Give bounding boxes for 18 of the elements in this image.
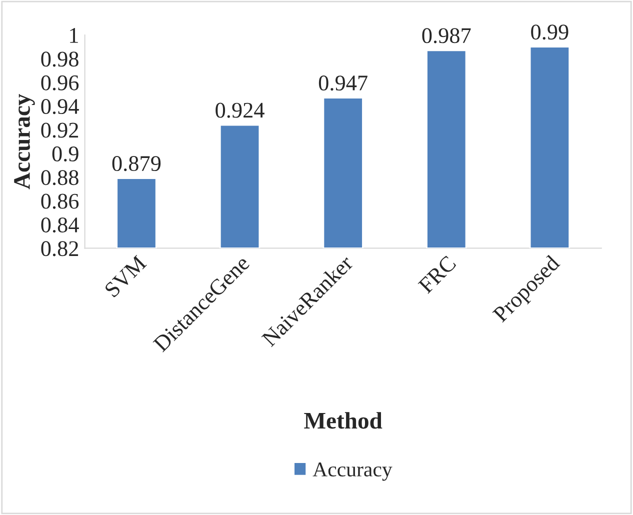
y-tick-label: 0.82 <box>41 241 78 256</box>
y-tick-label: 0.98 <box>41 52 78 67</box>
x-axis-title: Method <box>304 412 382 429</box>
data-label: 0.879 <box>112 156 161 172</box>
y-tick-label: 0.92 <box>41 122 78 138</box>
y-tick-label: 0.86 <box>41 194 79 209</box>
y-tick-label: 0.88 <box>41 170 78 186</box>
y-tick-label: 0.84 <box>41 217 79 233</box>
y-tick-label: 0.94 <box>41 99 79 114</box>
data-label: 0.987 <box>422 28 471 44</box>
y-axis-title: Accuracy <box>14 94 35 190</box>
data-label: 0.924 <box>216 102 264 118</box>
y-tick-label: 0.9 <box>52 146 78 162</box>
y-tick-label: 1 <box>70 28 78 43</box>
legend-label: Accuracy <box>312 462 392 481</box>
y-tick-label: 0.96 <box>41 75 79 90</box>
data-label: 0.947 <box>318 76 368 91</box>
data-label: 0.99 <box>531 24 568 40</box>
